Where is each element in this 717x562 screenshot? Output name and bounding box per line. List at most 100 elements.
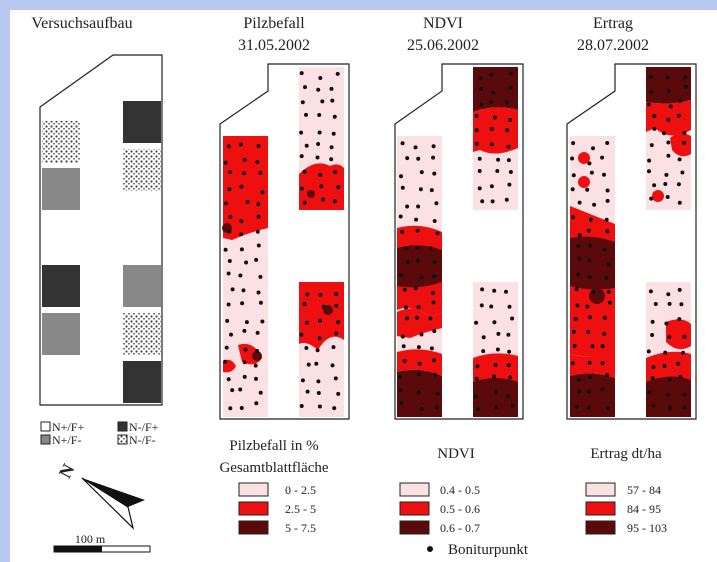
legend-class: 0.5 - 0.6 bbox=[440, 502, 480, 516]
sample-point bbox=[400, 334, 405, 339]
sample-point bbox=[506, 332, 511, 337]
legend-class: 5 - 7.5 bbox=[285, 521, 316, 535]
sample-point bbox=[480, 199, 485, 204]
sample-point bbox=[419, 170, 424, 175]
sample-point bbox=[304, 346, 309, 350]
sample-point bbox=[227, 259, 232, 263]
sample-point bbox=[577, 389, 582, 394]
sample-point bbox=[585, 187, 590, 192]
sample-point bbox=[405, 316, 410, 321]
sample-point-icon bbox=[427, 546, 433, 552]
sample-point bbox=[676, 113, 681, 118]
sample-point bbox=[663, 182, 668, 186]
sample-point bbox=[228, 406, 233, 411]
sample-point bbox=[489, 72, 494, 77]
sample-point bbox=[506, 158, 511, 163]
sample-point bbox=[600, 387, 605, 392]
sample-point bbox=[477, 156, 482, 161]
sample-point bbox=[600, 344, 605, 349]
setup-legend-label: N+/F+ bbox=[52, 420, 84, 434]
sample-point bbox=[333, 170, 338, 174]
plot-n-minus-f-minus bbox=[123, 313, 161, 355]
sample-point bbox=[419, 407, 424, 411]
sample-point bbox=[480, 287, 485, 292]
sample-point bbox=[254, 376, 258, 381]
sample-point bbox=[474, 394, 478, 399]
sample-point bbox=[664, 172, 669, 177]
legend-title: NDVI bbox=[437, 446, 475, 462]
sample-point bbox=[508, 71, 513, 76]
sample-point bbox=[330, 363, 335, 368]
sample-point bbox=[575, 404, 580, 409]
sample-point bbox=[258, 390, 263, 395]
sample-point bbox=[492, 374, 496, 379]
sample-point bbox=[224, 201, 228, 206]
sample-point bbox=[508, 170, 513, 174]
sample-point bbox=[415, 315, 419, 320]
sample-point bbox=[431, 300, 436, 305]
sample-point bbox=[431, 144, 436, 149]
sample-point bbox=[474, 320, 479, 325]
sample-point bbox=[255, 349, 260, 353]
setup-legend-label: N+/F- bbox=[52, 433, 81, 447]
plot-n-minus-f-minus bbox=[42, 121, 80, 163]
sample-point bbox=[331, 345, 336, 350]
sample-point bbox=[432, 329, 437, 334]
sample-point bbox=[223, 247, 228, 252]
sample-point bbox=[431, 291, 435, 295]
sample-point bbox=[402, 287, 407, 292]
sample-point bbox=[333, 199, 337, 204]
sample-point bbox=[245, 199, 250, 204]
sample-point bbox=[226, 377, 231, 382]
plot-n-plus-f-minus bbox=[42, 313, 80, 355]
sample-point bbox=[678, 374, 683, 379]
sample-point bbox=[505, 394, 510, 399]
legend-class: 0 - 2.5 bbox=[285, 483, 316, 497]
plot-n-minus-f-minus bbox=[123, 149, 161, 191]
sample-point bbox=[224, 345, 229, 350]
scale-bar: 100 m bbox=[53, 532, 151, 553]
sample-point bbox=[332, 114, 337, 119]
sample-point bbox=[315, 348, 320, 353]
sample-point bbox=[507, 182, 512, 187]
panel-title-fungus: Pilzbefall bbox=[243, 15, 305, 32]
sample-point bbox=[591, 289, 596, 294]
sample-point bbox=[650, 376, 655, 380]
sample-point bbox=[435, 391, 440, 396]
sample-point bbox=[416, 156, 421, 161]
sample-point bbox=[242, 374, 247, 379]
sample-point bbox=[398, 388, 403, 393]
sample-point bbox=[505, 128, 510, 133]
sample-point bbox=[490, 199, 495, 204]
sample-point bbox=[400, 185, 405, 190]
sample-point bbox=[495, 347, 500, 352]
sample-point bbox=[475, 407, 480, 412]
sample-point bbox=[683, 75, 688, 80]
sample-point bbox=[489, 142, 494, 147]
panel-date-fungus: 31.05.2002 bbox=[238, 37, 310, 54]
sample-point bbox=[238, 142, 243, 147]
sample-point bbox=[329, 145, 334, 150]
sample-point bbox=[570, 361, 575, 366]
sample-point bbox=[415, 245, 420, 250]
sample-point bbox=[576, 377, 581, 382]
sample-point bbox=[504, 289, 508, 294]
sample-point bbox=[413, 286, 418, 291]
sample-point bbox=[255, 160, 260, 165]
sample-point bbox=[677, 157, 682, 162]
sample-point bbox=[317, 404, 322, 409]
sample-point bbox=[474, 113, 479, 118]
sample-point bbox=[331, 131, 336, 136]
sample-point bbox=[680, 170, 685, 175]
sample-point bbox=[321, 304, 326, 309]
sample-point bbox=[681, 140, 686, 145]
sample-point bbox=[570, 156, 575, 161]
sample-point bbox=[241, 288, 246, 293]
sample-point bbox=[429, 346, 434, 351]
sample-point bbox=[256, 144, 261, 148]
sample-point bbox=[413, 145, 418, 150]
panel-title-ndvi: NDVI bbox=[423, 15, 463, 32]
sample-point bbox=[504, 197, 509, 202]
sample-point bbox=[334, 303, 339, 308]
sample-point bbox=[666, 140, 671, 145]
